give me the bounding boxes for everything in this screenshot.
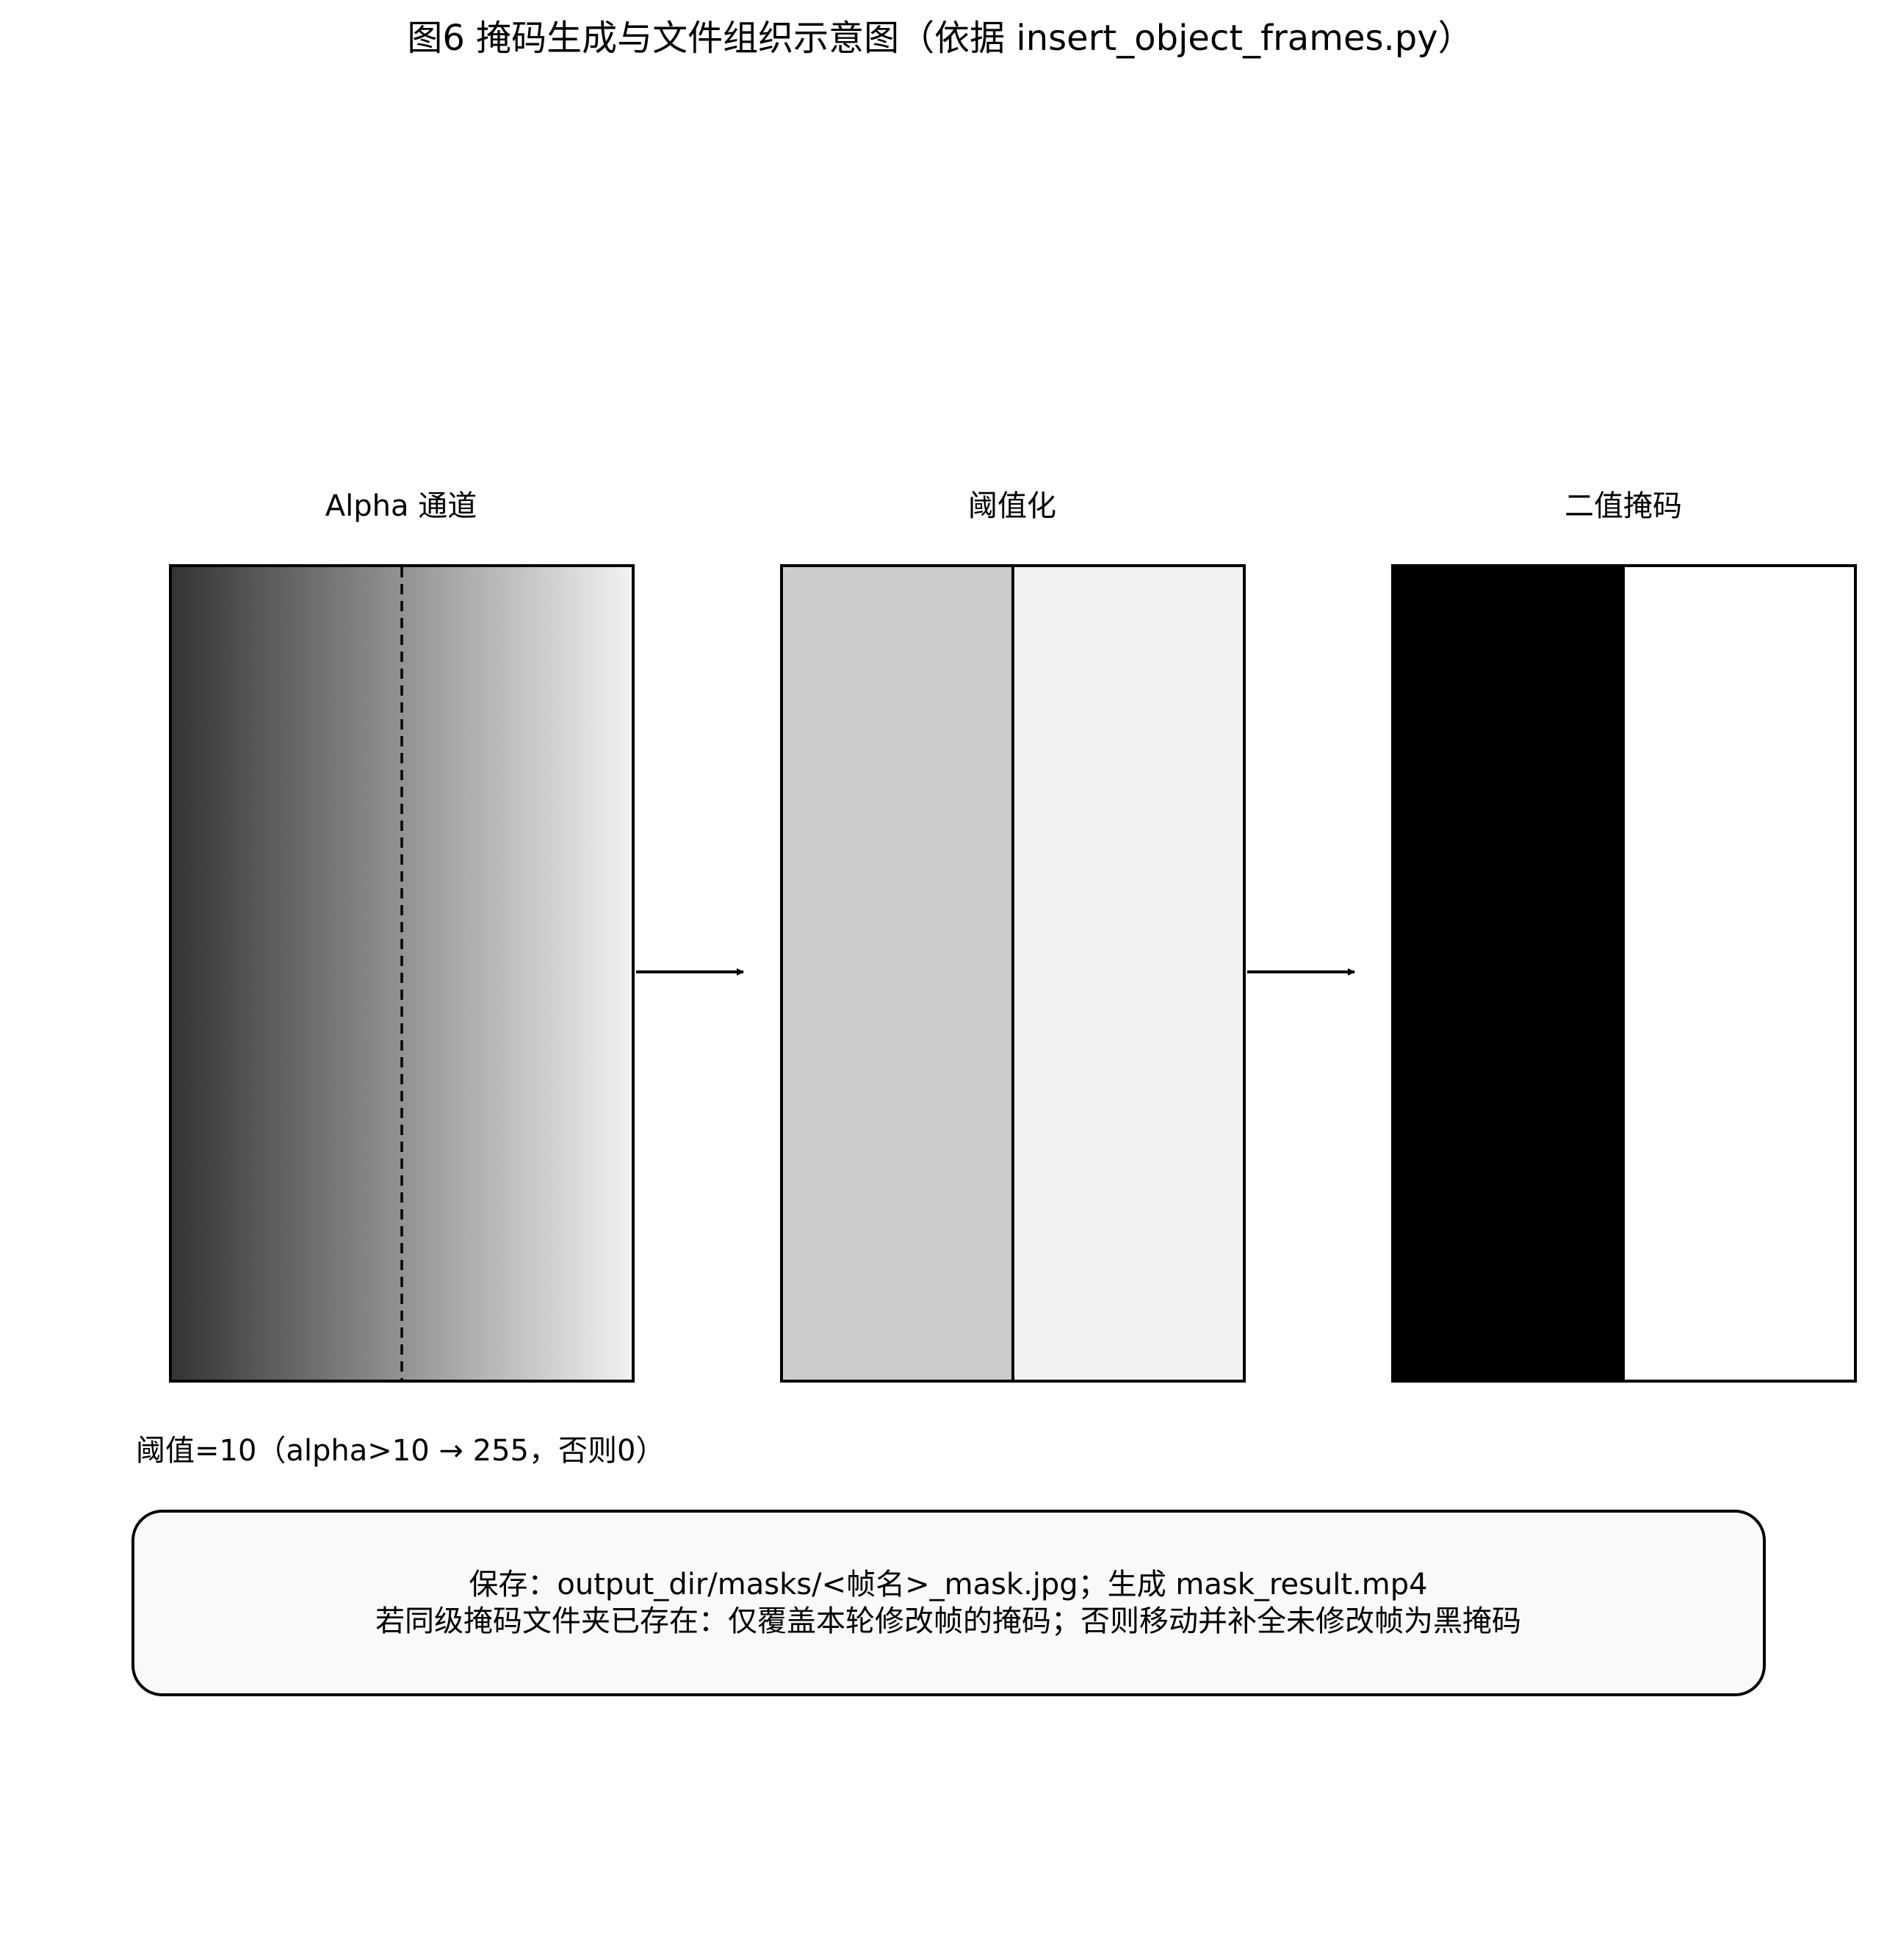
binary-mask-panel (1393, 566, 1855, 1381)
threshold-panel (782, 566, 1244, 1381)
info-box: 保存：output_dir/masks/<帧名>_mask.jpg；生成 mas… (133, 1511, 1764, 1695)
threshold-right-region (1013, 566, 1244, 1381)
panel-label-threshold: 阈值化 (968, 489, 1056, 523)
info-box-line-1: 保存：output_dir/masks/<帧名>_mask.jpg；生成 mas… (469, 1568, 1427, 1601)
panel-label-alpha: Alpha 通道 (325, 489, 477, 523)
diagram-title: 图6 掩码生成与文件组织示意图（依据 insert_object_frames.… (407, 18, 1473, 59)
threshold-left-region (782, 566, 1013, 1381)
alpha-channel-panel (170, 566, 633, 1381)
info-box-line-2: 若同级掩码文件夹已存在：仅覆盖本轮修改帧的掩码；否则移动并补全未修改帧为黑掩码 (375, 1604, 1521, 1638)
threshold-note: 阈值=10（alpha>10 → 255，否则0） (136, 1434, 665, 1468)
mask-black-region (1393, 566, 1625, 1381)
mask-white-region (1625, 566, 1855, 1381)
panel-label-binary-mask: 二值掩码 (1565, 489, 1682, 523)
info-box-frame (133, 1511, 1764, 1695)
